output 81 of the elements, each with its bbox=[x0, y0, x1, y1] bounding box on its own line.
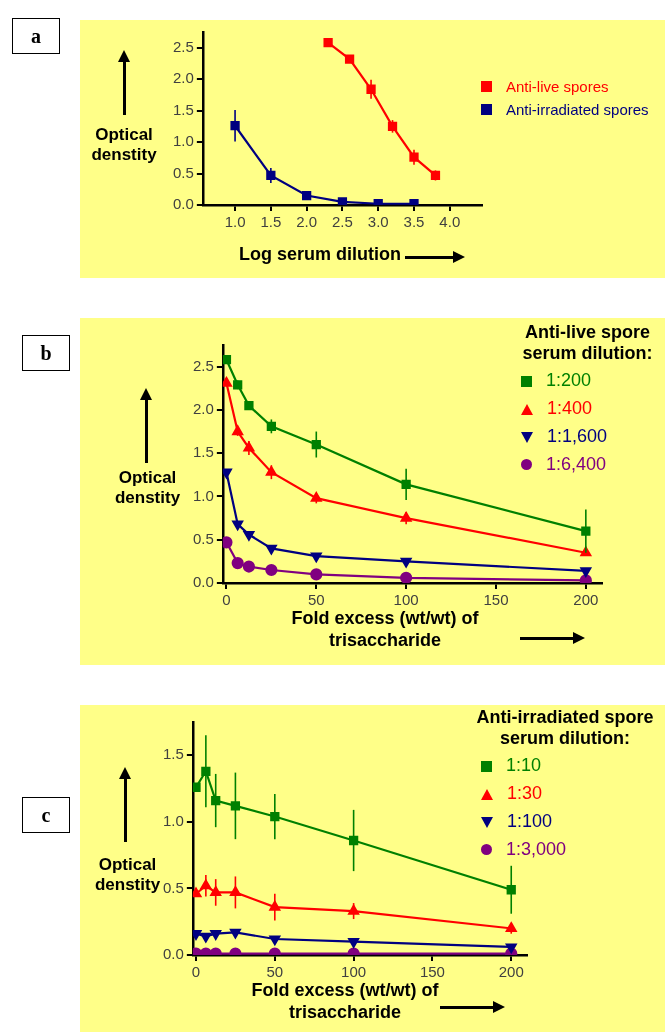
point bbox=[580, 567, 592, 577]
point bbox=[265, 544, 277, 555]
text: b bbox=[22, 335, 70, 371]
y-tick-label: 2.0 bbox=[192, 400, 214, 418]
legend-label: 1:10 bbox=[506, 754, 542, 778]
y-tick-label: 1.0 bbox=[192, 486, 214, 504]
point bbox=[222, 355, 232, 365]
legend-title: Anti-live spore serum dilution: bbox=[521, 322, 654, 364]
point bbox=[244, 400, 254, 411]
legend-label: 1:6,400 bbox=[546, 453, 607, 477]
point bbox=[242, 560, 256, 573]
legend-label: Anti-irradiated spores bbox=[506, 100, 649, 121]
y-axis-title: Optical denstity bbox=[94, 855, 161, 894]
point bbox=[323, 38, 333, 48]
legend-label: 1:30 bbox=[507, 782, 543, 806]
point bbox=[265, 563, 278, 577]
legend-label: Anti-live spores bbox=[506, 77, 609, 97]
y-axis-title: Optical denstity bbox=[114, 468, 181, 507]
point bbox=[232, 425, 244, 436]
y-tick-label: 0.0 bbox=[172, 195, 194, 213]
y-tick-label: 2.0 bbox=[172, 69, 194, 87]
point bbox=[310, 568, 323, 581]
x-tick-label: 50 bbox=[266, 963, 284, 981]
x-tick-label: 200 bbox=[573, 591, 599, 609]
x-tick-label: 100 bbox=[393, 591, 419, 609]
point bbox=[302, 190, 312, 201]
point bbox=[231, 557, 244, 570]
x-tick-label: 50 bbox=[307, 591, 325, 609]
x-tick-label: 150 bbox=[483, 591, 509, 609]
y-tick-label: 1.0 bbox=[162, 812, 184, 829]
point bbox=[310, 552, 322, 563]
point bbox=[192, 782, 201, 792]
x-tick-label: 1.0 bbox=[224, 213, 246, 231]
legend-label: 1:3,000 bbox=[506, 838, 567, 862]
point bbox=[222, 468, 232, 479]
point bbox=[192, 887, 202, 898]
y-tick-label: 2.5 bbox=[192, 356, 214, 374]
y-tick-label: 0.5 bbox=[192, 529, 214, 547]
point bbox=[229, 886, 241, 897]
x-tick-label: 1.5 bbox=[260, 213, 282, 231]
y-tick-label: 0.5 bbox=[162, 878, 184, 896]
y-tick-label: 1.5 bbox=[192, 443, 214, 461]
text: c bbox=[22, 797, 70, 833]
x-tick-label: 3.0 bbox=[367, 213, 389, 231]
legend-label: 1:1,600 bbox=[547, 425, 608, 449]
legend-label: 1:400 bbox=[547, 397, 593, 421]
x-tick-label: 3.5 bbox=[403, 213, 425, 231]
y-tick-label: 1.5 bbox=[162, 745, 184, 763]
y-tick-label: 1.0 bbox=[172, 132, 194, 150]
x-tick-label: 200 bbox=[498, 963, 524, 981]
point bbox=[400, 571, 413, 583]
y-axis-title: Optical denstity bbox=[90, 125, 158, 165]
point bbox=[344, 54, 355, 64]
legend-label: 1:200 bbox=[546, 369, 592, 393]
x-tick-label: 4.0 bbox=[439, 213, 461, 231]
point bbox=[348, 904, 360, 915]
x-axis-title: Fold excess (wt/wt) of trisaccharide bbox=[250, 980, 440, 1024]
y-tick-label: 0.0 bbox=[162, 945, 184, 963]
text: a bbox=[12, 18, 60, 54]
x-tick-label: 0 bbox=[222, 591, 231, 609]
point bbox=[222, 536, 233, 549]
x-axis-title: Log serum dilution bbox=[238, 244, 402, 266]
y-tick-label: 2.5 bbox=[172, 37, 194, 55]
point bbox=[230, 801, 241, 811]
x-tick-label: 2.5 bbox=[332, 213, 353, 231]
point bbox=[243, 530, 255, 541]
y-tick-label: 0.0 bbox=[192, 573, 214, 591]
legend-label: 1:100 bbox=[507, 810, 553, 834]
point bbox=[222, 376, 232, 387]
x-tick-label: 0 bbox=[191, 963, 201, 981]
legend-title: Anti-irradiated spore serum dilution: bbox=[475, 707, 655, 749]
y-tick-label: 1.5 bbox=[172, 100, 194, 118]
point bbox=[232, 520, 244, 531]
x-tick-label: 100 bbox=[341, 963, 367, 981]
point bbox=[337, 197, 348, 205]
x-tick-label: 2.0 bbox=[296, 213, 318, 231]
x-tick-label: 150 bbox=[419, 963, 445, 981]
point bbox=[400, 557, 412, 568]
y-tick-label: 0.5 bbox=[172, 163, 194, 181]
x-axis-title: Fold excess (wt/wt) of trisaccharide bbox=[290, 608, 480, 652]
point bbox=[265, 466, 277, 476]
